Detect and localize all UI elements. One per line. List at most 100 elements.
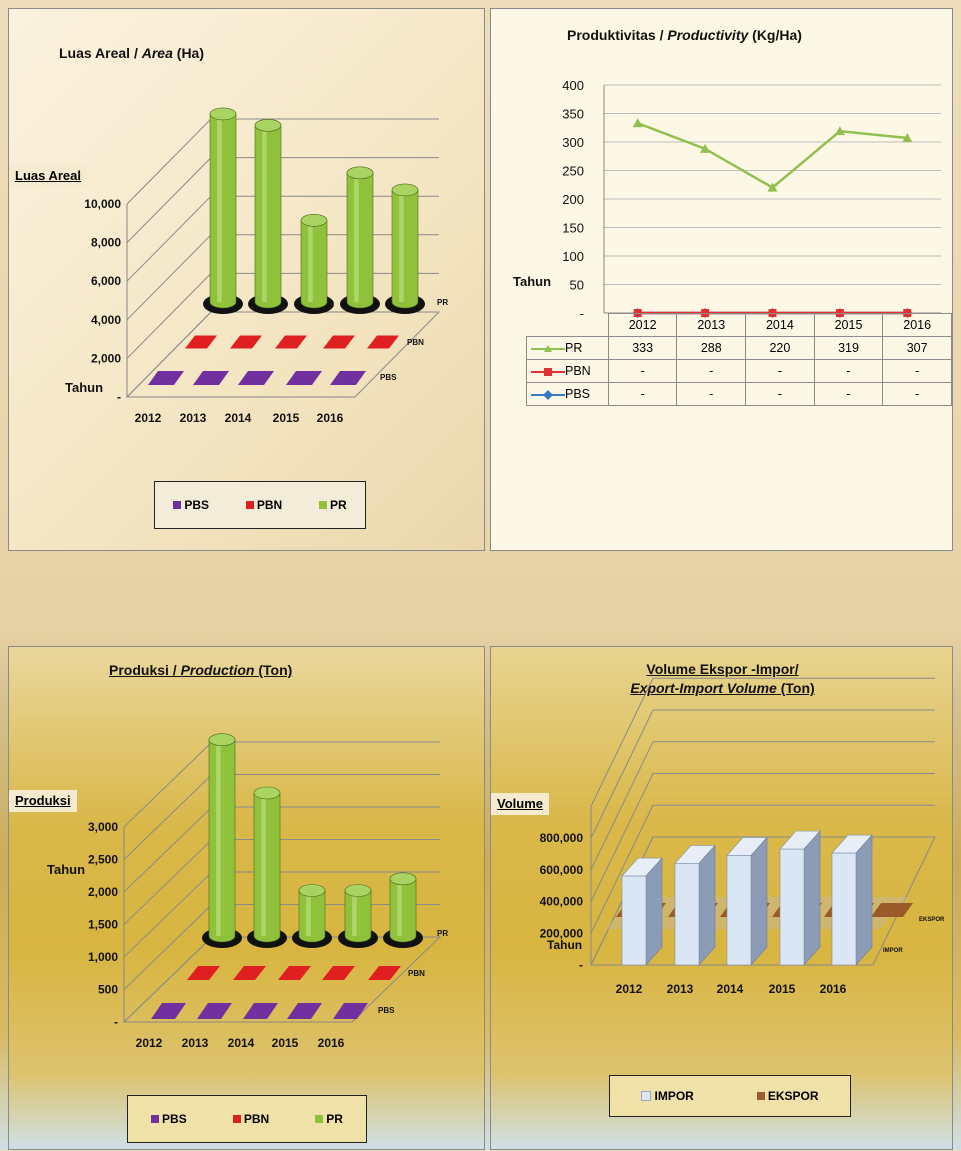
legend-item-pbn: PBN [232,1112,269,1126]
area-chart-title: Luas Areal / Area (Ha) [59,45,204,61]
side-gridline [126,311,212,398]
bar-pbn [278,966,311,980]
y-tick-label: 800,000 [540,831,584,845]
bar-highlight [261,793,266,936]
trade-title-italic: Export-Import Volume [630,680,777,696]
bar-cylinder-top [389,872,417,886]
bar-impor-side [698,844,716,966]
trade-title-line1: Volume Ekspor -Impor/ [646,661,799,677]
bar-highlight [399,189,404,302]
production-chart-panel: Produksi / Production (Ton) Produksi 3,0… [8,646,485,1150]
side-gridline [590,773,654,902]
side-gridline [590,805,654,934]
bar-impor [726,855,752,966]
x-axis-title: Tahun [47,862,85,877]
trade-title-rest: (Ton) [776,680,815,696]
x-tick-label: 2016 [820,982,847,996]
table-value-cell: - [882,359,952,383]
trade-legend: IMPOR EKSPOR [609,1075,851,1117]
table-corner-cell [527,314,609,337]
legend-item-impor: IMPOR [641,1089,694,1103]
x-tick-label: 2012 [616,982,643,996]
area-chart-panel: Luas Areal / Area (Ha) Luas Areal 10,000… [8,8,485,551]
legend-item-pbs: PBS [173,498,209,512]
bar-highlight [262,125,267,302]
bar-cylinder-body [253,792,281,943]
x-tick-label: 2015 [272,1036,299,1050]
bar-pbs [333,1003,368,1019]
bar-pbn [187,966,220,980]
bar-impor [674,863,700,966]
bar-pbs [243,1003,278,1019]
side-gridline [590,741,654,870]
y-tick-label: 150 [562,221,584,236]
table-series-name: PBN [565,364,591,378]
x-tick-label: 2015 [769,982,796,996]
productivity-data-table: 2012 2013 2014 2015 2016 PR 333 288 220 319 307 PBN… [526,313,952,406]
depth-label-pbn: PBN [408,969,425,978]
bar-pbn [230,335,262,349]
legend-item-pr: PR [315,1112,343,1126]
y-tick-label: 6,000 [91,274,121,288]
bar-pbn [323,335,355,349]
trade-chart-svg: 800,000 600,000 400,000 200,000 - Tahun 2012 20… [540,677,945,996]
legend-item-pr: PR [318,498,347,512]
area-title-italic: Area [141,45,173,61]
table-series-label: PBS [526,382,609,406]
bar-highlight [308,220,313,302]
table-value-cell: 333 [607,336,678,360]
side-gridline [126,157,212,243]
area-chart-svg: 10,000 8,000 6,000 4,000 2,000 -Tahun 2012 2013… [65,107,448,425]
bar-impor-side [855,834,873,966]
table-value-cell: 288 [676,336,747,360]
trade-title-line2: Export-Import Volume (Ton) [491,679,954,698]
legend-swatch-impor [641,1091,652,1101]
table-year-header: 2012 [607,313,678,337]
bar-pbs [330,371,366,385]
side-gridline [123,871,213,958]
bar-impor-side [750,836,768,966]
area-y-title: Luas Areal [9,165,87,187]
trade-chart-panel: Volume Ekspor -Impor/ Export-Import Volu… [490,646,953,1150]
legend-marker-tri [531,344,565,352]
table-row: PBN - - - - - [526,359,952,383]
bar-cylinder-top [344,884,372,897]
bar-ekspor-edge [871,903,913,917]
y-tick-label: 200,000 [540,926,584,940]
bar-pbn [367,335,399,349]
side-gridline [123,839,213,925]
marker-pr [902,133,913,143]
side-gridline [126,195,212,282]
x-tick-label: 2015 [273,411,300,425]
bar-highlight [397,878,402,936]
y-tick-label: 50 [570,278,584,293]
bar-pbs [193,371,229,385]
depth-label-pr: PR [437,298,448,307]
depth-label-pbn: PBN [407,338,424,347]
bar-pbs [148,371,184,385]
legend-marker-dia [531,389,565,400]
table-series-name: PBS [565,387,591,401]
x-tick-label: 2016 [317,411,344,425]
production-title-part1: Produksi / [109,662,181,678]
legend-swatch-pr [318,501,327,509]
y-tick-label: 400,000 [540,895,584,909]
legend-swatch-pbn [232,1115,241,1123]
bar-cylinder-body [389,878,417,943]
y-tick-label: 100 [562,249,584,264]
x-axis-title: Tahun [65,380,103,395]
y-tick-label: - [114,1015,118,1029]
bar-pbs [287,1003,322,1019]
bar-cylinder-top [253,786,281,800]
legend-swatch-pbs [151,1115,160,1123]
table-value-cell: - [882,382,952,406]
marker-pr [834,126,845,136]
x-axis-title: Tahun [547,938,582,952]
side-gridline [123,774,213,860]
y-tick-label: 1,000 [88,950,118,964]
legend-swatch-pbs [173,501,182,509]
depth-label-pbs: PBS [380,373,397,382]
bar-cylinder-top [391,183,419,197]
bar-cylinder-body [300,220,328,309]
y-tick-label: - [579,958,583,972]
